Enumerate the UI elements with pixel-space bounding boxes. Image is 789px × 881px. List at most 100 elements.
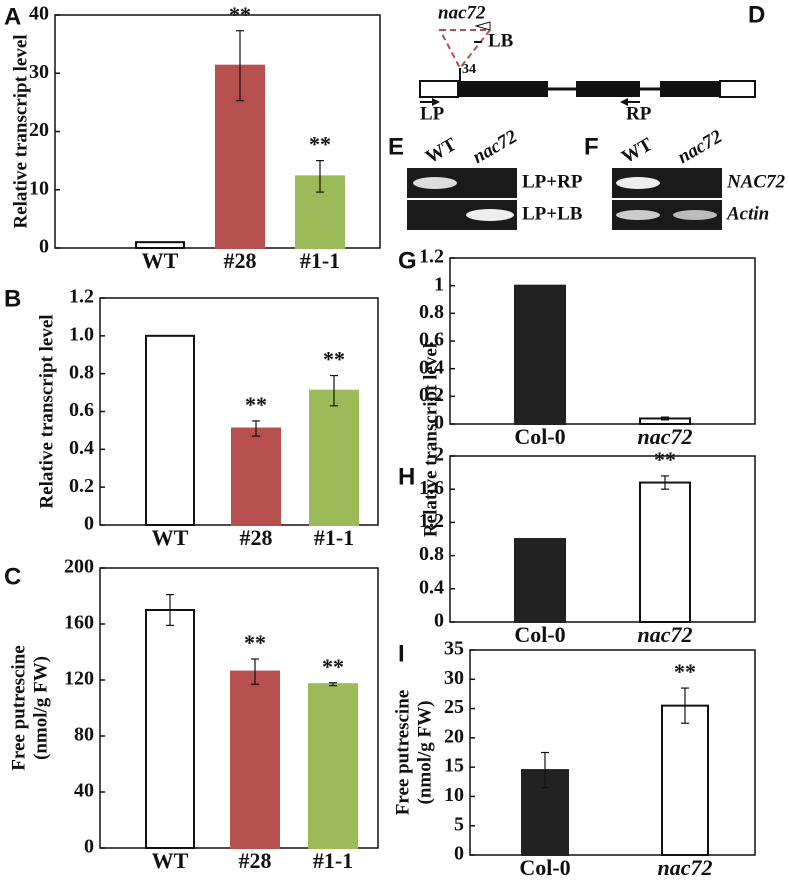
y-axis-label: Free putrescine [392, 690, 413, 815]
significance-label: ** [244, 630, 266, 655]
panel-letter: E [388, 133, 404, 160]
y-tick-label: 40 [74, 780, 94, 802]
panel-letter: D [748, 1, 765, 28]
y-tick-label: 0.8 [419, 301, 444, 323]
significance-label: ** [229, 2, 251, 27]
panel-letter: F [584, 133, 599, 160]
y-tick-label: 0 [434, 412, 444, 434]
lane-label: WT [618, 134, 656, 168]
y-axis-label: (nmol/g FW) [30, 656, 51, 760]
y-tick-label: 1.0 [69, 323, 94, 345]
y-axis-label: Relative transcript level [420, 343, 441, 537]
y-tick-label: 0.4 [419, 356, 444, 378]
gene-model [419, 21, 756, 106]
y-tick-label: 35 [444, 638, 464, 660]
bar [639, 481, 691, 623]
y-tick-label: 0.8 [419, 543, 444, 565]
position-label: 34 [462, 62, 476, 77]
x-tick-label: #1-1 [314, 525, 354, 550]
y-axis-label: Relative transcript level [10, 34, 31, 228]
x-tick-label: Col-0 [519, 855, 570, 880]
y-tick-label: 0.6 [419, 329, 444, 351]
panel-letter: I [398, 640, 405, 667]
lane-label: nac72 [469, 126, 521, 168]
significance-label: ** [309, 132, 331, 157]
y-tick-label: 25 [444, 696, 464, 718]
x-tick-label: nac72 [638, 424, 693, 449]
x-tick-label: #28 [240, 525, 273, 550]
bar [661, 704, 709, 857]
panel-letter: G [398, 247, 417, 274]
row-label: Actin [726, 203, 769, 224]
y-tick-label: 200 [64, 556, 94, 578]
bar [308, 683, 358, 850]
row-label: NAC72 [726, 171, 786, 192]
x-tick-label: Col-0 [514, 424, 565, 449]
x-tick-label: WT [142, 248, 179, 273]
gel-image [407, 168, 517, 230]
x-tick-label: #1-1 [313, 848, 353, 873]
bar [514, 538, 566, 623]
panel-letter: C [4, 563, 21, 590]
lp-label: LP [420, 103, 445, 124]
y-tick-label: 1.2 [69, 286, 94, 308]
insert-label: nac72 [438, 2, 486, 23]
y-tick-label: 10 [444, 784, 464, 806]
x-tick-label: #1-1 [300, 248, 340, 273]
lane-label: WT [422, 134, 460, 168]
y-tick-label: 0.4 [419, 576, 444, 598]
significance-label: ** [654, 447, 676, 472]
y-tick-label: 20 [444, 725, 464, 747]
panel-letter: A [4, 3, 21, 30]
y-axis-label: Free putrescine [8, 645, 29, 770]
x-tick-label: nac72 [638, 622, 693, 647]
panel-letter: H [398, 463, 415, 490]
y-tick-label: 5 [454, 813, 464, 835]
y-tick-label: 0 [39, 236, 49, 258]
y-tick-label: 20 [29, 119, 49, 141]
y-tick-label: 1.2 [419, 246, 444, 268]
significance-label: ** [245, 392, 267, 417]
y-tick-label: 15 [444, 755, 464, 777]
bar [230, 670, 280, 849]
y-axis-label: Relative transcript level [36, 314, 57, 508]
plot-frame [449, 257, 756, 425]
significance-label: ** [322, 654, 344, 679]
y-tick-label: 0 [84, 513, 94, 535]
y-tick-label: 80 [74, 724, 94, 746]
bar [309, 389, 359, 527]
x-tick-label: #28 [239, 848, 272, 873]
x-tick-label: WT [152, 848, 189, 873]
x-tick-label: WT [152, 525, 189, 550]
plot-frame [469, 649, 756, 856]
y-tick-label: 160 [64, 612, 94, 634]
bar [145, 334, 195, 527]
y-tick-label: 0 [454, 843, 464, 865]
bar [514, 284, 566, 425]
bar [231, 427, 281, 526]
y-tick-label: 0 [84, 836, 94, 858]
y-tick-label: 10 [29, 177, 49, 199]
rp-label: RP [626, 103, 652, 124]
x-tick-label: nac72 [658, 855, 713, 880]
lane-label: nac72 [674, 126, 726, 168]
x-tick-label: Col-0 [514, 622, 565, 647]
y-tick-label: 120 [64, 668, 94, 690]
row-label: LP+LB [522, 203, 583, 224]
y-tick-label: 0.2 [419, 384, 444, 406]
panel-letter: B [4, 285, 21, 312]
x-tick-label: #28 [224, 248, 257, 273]
significance-label: ** [323, 347, 345, 372]
y-tick-label: 2 [434, 444, 444, 466]
y-tick-label: 1.6 [419, 477, 444, 499]
row-label: LP+RP [522, 171, 583, 192]
y-tick-label: 1.2 [419, 510, 444, 532]
gel-image [612, 168, 722, 230]
y-tick-label: 30 [444, 667, 464, 689]
significance-label: ** [674, 659, 696, 684]
bar [135, 241, 185, 250]
y-axis-label: (nmol/g FW) [414, 701, 435, 805]
bar [145, 609, 195, 849]
y-tick-label: 0.4 [69, 437, 94, 459]
